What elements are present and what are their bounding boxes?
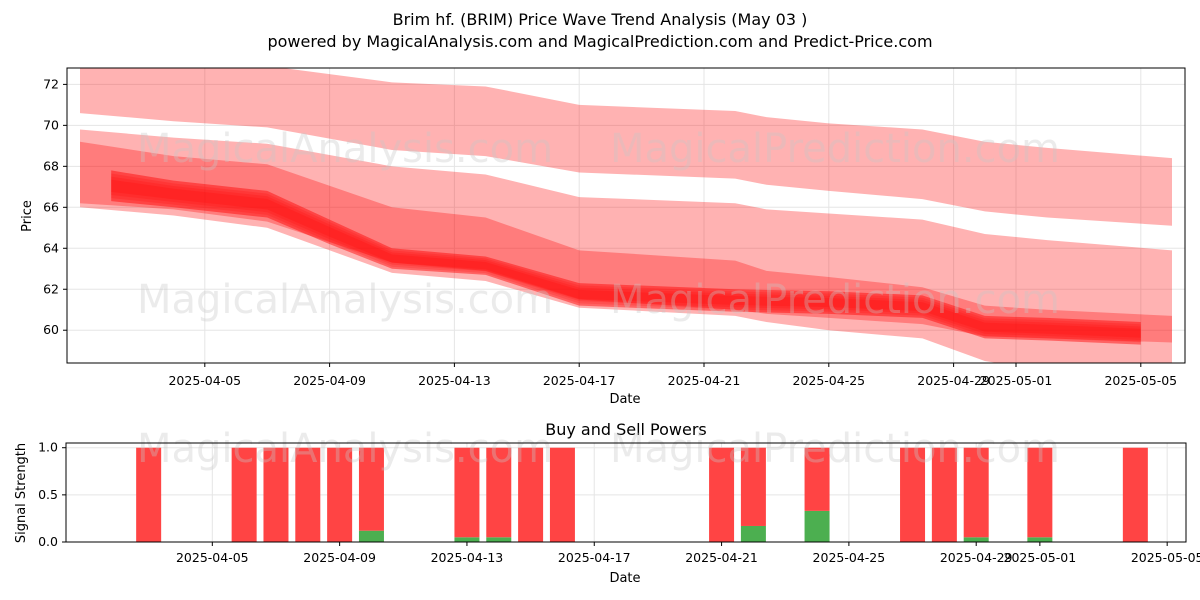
price-ylabel: Price bbox=[20, 200, 35, 232]
price-xtick-label: 2025-05-05 bbox=[1104, 373, 1177, 388]
price-axes-frame bbox=[66, 67, 1186, 364]
price-ytick-label: 70 bbox=[43, 117, 59, 132]
price-xtick-label: 2025-04-25 bbox=[792, 373, 865, 388]
price-xlabel: Date bbox=[609, 392, 640, 407]
signal-xtick-label: 2025-04-25 bbox=[813, 550, 886, 565]
signal-xtick-label: 2025-04-29 bbox=[940, 550, 1013, 565]
price-core-band-3 bbox=[111, 179, 1141, 338]
sell-bar bbox=[1122, 447, 1148, 542]
sell-bar bbox=[1027, 447, 1053, 538]
price-band-2 bbox=[80, 129, 1172, 363]
sell-bar bbox=[709, 447, 735, 542]
watermark-3: MagicalAnalysis.com bbox=[137, 277, 553, 323]
buy-bar bbox=[486, 537, 512, 542]
price-grid bbox=[67, 68, 1185, 363]
buy-bar bbox=[804, 510, 830, 542]
sell-bar bbox=[549, 447, 575, 542]
buy-bar bbox=[740, 525, 766, 542]
signal-ytick-label: 0.0 bbox=[38, 534, 58, 549]
sell-bar bbox=[263, 447, 289, 542]
chart-subtitle: powered by MagicalAnalysis.com and Magic… bbox=[267, 32, 933, 51]
price-ytick-label: 66 bbox=[43, 199, 59, 214]
signal-ytick-label: 0.5 bbox=[38, 487, 58, 502]
buy-bar bbox=[358, 530, 384, 542]
sell-bar bbox=[900, 447, 926, 542]
signal-ytick-label: 1.0 bbox=[38, 440, 58, 455]
signal-bars bbox=[136, 447, 1148, 542]
signal-xtick-label: 2025-04-17 bbox=[558, 550, 631, 565]
price-xtick-label: 2025-05-01 bbox=[980, 373, 1053, 388]
price-core-band-2 bbox=[111, 176, 1141, 341]
sell-bar bbox=[327, 447, 353, 542]
signal-xtick-label: 2025-04-05 bbox=[176, 550, 249, 565]
sell-bar bbox=[358, 447, 384, 531]
price-xtick-label: 2025-04-17 bbox=[543, 373, 616, 388]
signal-ylabel: Signal Strength bbox=[14, 443, 29, 543]
signal-ticks: 2025-04-05 2025-04-09 2025-04-13 2025-04-17… bbox=[38, 440, 1200, 565]
price-xtick-label: 2025-04-13 bbox=[418, 373, 491, 388]
buy-bar bbox=[963, 537, 989, 542]
signal-xtick-label: 2025-04-13 bbox=[431, 550, 504, 565]
sell-bar bbox=[136, 447, 162, 542]
signal-title: Buy and Sell Powers bbox=[545, 420, 707, 439]
sell-bar bbox=[295, 447, 321, 542]
price-ytick-label: 62 bbox=[43, 281, 59, 296]
price-ticks: 2025-04-05 2025-04-09 2025-04-13 2025-04-17… bbox=[43, 76, 1177, 388]
buy-bar bbox=[454, 537, 480, 542]
signal-axes-frame bbox=[65, 442, 1187, 543]
sell-bar bbox=[963, 447, 989, 538]
watermark-2: MagicalPrediction.com bbox=[610, 126, 1060, 172]
sell-bar bbox=[454, 447, 480, 538]
price-band-3 bbox=[80, 141, 1172, 343]
watermark-5: MagicalAnalysis.com bbox=[137, 426, 553, 472]
price-xtick-label: 2025-04-09 bbox=[293, 373, 366, 388]
price-xtick-label: 2025-04-05 bbox=[168, 373, 241, 388]
chart-title: Brim hf. (BRIM) Price Wave Trend Analysi… bbox=[392, 10, 808, 29]
price-band-1 bbox=[80, 68, 1172, 226]
watermark-4: MagicalPrediction.com bbox=[610, 277, 1060, 323]
price-ytick-label: 72 bbox=[43, 76, 59, 91]
sell-bar bbox=[931, 447, 957, 542]
price-bands bbox=[80, 68, 1172, 363]
signal-xtick-label: 2025-05-05 bbox=[1131, 550, 1200, 565]
price-ytick-label: 60 bbox=[43, 322, 59, 337]
signal-xtick-label: 2025-04-21 bbox=[685, 550, 758, 565]
watermark-1: MagicalAnalysis.com bbox=[137, 126, 553, 172]
price-ytick-label: 64 bbox=[43, 240, 59, 255]
watermark-6: MagicalPrediction.com bbox=[610, 426, 1060, 472]
sell-bar bbox=[486, 447, 512, 538]
price-ytick-label: 68 bbox=[43, 158, 59, 173]
signal-xtick-label: 2025-04-09 bbox=[303, 550, 376, 565]
sell-bar bbox=[518, 447, 544, 542]
price-band-4 bbox=[111, 170, 1141, 345]
sell-bar bbox=[804, 447, 830, 511]
price-xtick-label: 2025-04-21 bbox=[668, 373, 741, 388]
price-core-band-1 bbox=[111, 173, 1141, 343]
signal-xlabel: Date bbox=[609, 571, 640, 586]
sell-bar bbox=[231, 447, 257, 542]
sell-bar bbox=[740, 447, 766, 526]
buy-bar bbox=[1027, 537, 1053, 542]
price-xtick-label: 2025-04-29 bbox=[917, 373, 990, 388]
signal-xtick-label: 2025-05-01 bbox=[1004, 550, 1077, 565]
